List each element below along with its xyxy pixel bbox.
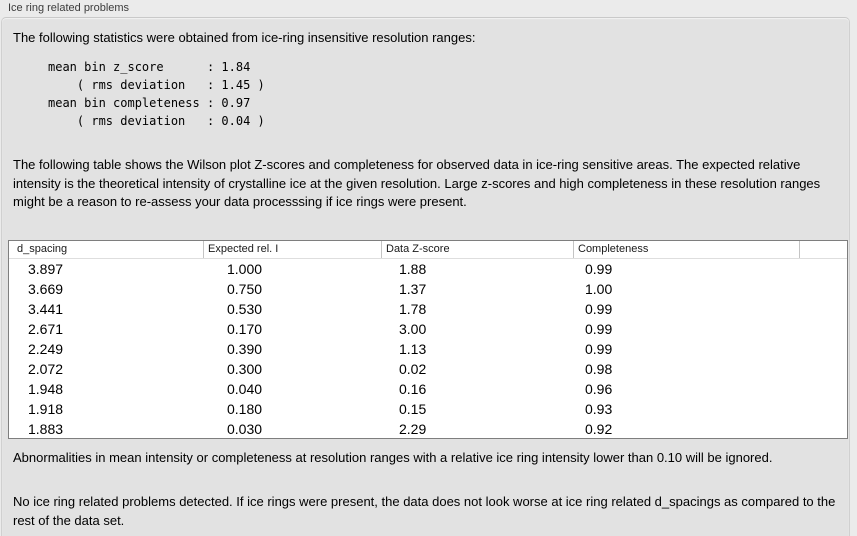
table-row[interactable]: 1.883 0.030 2.29 0.92 <box>9 419 847 438</box>
table-cell <box>799 299 847 319</box>
table-cell: 1.88 <box>399 261 427 277</box>
table-cell: 3.441 <box>28 301 64 317</box>
table-cell: 0.040 <box>227 381 263 397</box>
table-cell: 2.29 <box>399 421 427 437</box>
table-cell <box>799 419 847 438</box>
table-cell: 1.78 <box>399 301 427 317</box>
table-cell: 0.99 <box>585 301 613 317</box>
table-cell: 0.02 <box>399 361 427 377</box>
table-cell: 3.669 <box>28 281 64 297</box>
table-header-row: d_spacing Expected rel. I Data Z-score Comp… <box>9 241 847 259</box>
table-cell: 0.16 <box>399 381 427 397</box>
table-cell: 0.93 <box>585 401 613 417</box>
table-cell <box>799 399 847 419</box>
table-cell: 0.99 <box>585 321 613 337</box>
table-row[interactable]: 3.897 1.000 1.88 0.99 <box>9 259 847 279</box>
table-row[interactable]: 1.948 0.040 0.16 0.96 <box>9 379 847 399</box>
table-cell: 0.530 <box>227 301 263 317</box>
column-header-Expected rel. I[interactable]: Expected rel. I <box>203 241 381 258</box>
table-row[interactable]: 2.072 0.300 0.02 0.98 <box>9 359 847 379</box>
table-cell: 0.98 <box>585 361 613 377</box>
table-cell: 0.030 <box>227 421 263 437</box>
table-cell: 0.180 <box>227 401 263 417</box>
table-cell: 1.883 <box>28 421 64 437</box>
table-cell: 1.00 <box>585 281 613 297</box>
table-cell: 1.948 <box>28 381 64 397</box>
table-row[interactable]: 3.441 0.530 1.78 0.99 <box>9 299 847 319</box>
description-text: The following table shows the Wilson plo… <box>13 157 821 209</box>
panel-title: Ice ring related problems <box>8 2 130 14</box>
table-cell: 0.92 <box>585 421 613 437</box>
table-row[interactable]: 2.249 0.390 1.13 0.99 <box>9 339 847 359</box>
table-row[interactable]: 3.669 0.750 1.37 1.00 <box>9 279 847 299</box>
table-cell: 0.390 <box>227 341 263 357</box>
table-cell: 1.918 <box>28 401 64 417</box>
table-cell: 1.000 <box>227 261 263 277</box>
table-cell: 0.96 <box>585 381 613 397</box>
stats-block: mean bin z_score : 1.84 ( rms deviation … <box>48 60 265 128</box>
column-header-Data Z-score[interactable]: Data Z-score <box>381 241 573 258</box>
table-cell: 0.99 <box>585 341 613 357</box>
table-cell: 0.15 <box>399 401 427 417</box>
table-cell <box>799 379 847 399</box>
table-row[interactable]: 1.918 0.180 0.15 0.93 <box>9 399 847 419</box>
note-text: Abnormalities in mean intensity or compl… <box>13 450 773 465</box>
table-cell <box>799 339 847 359</box>
table-cell: 0.300 <box>227 361 263 377</box>
column-header-Completeness[interactable]: Completeness <box>573 241 799 258</box>
table-cell: 0.99 <box>585 261 613 277</box>
table-cell <box>799 259 847 279</box>
table-cell: 3.897 <box>28 261 64 277</box>
table-cell: 1.37 <box>399 281 427 297</box>
table-cell: 2.249 <box>28 341 64 357</box>
table-cell <box>799 279 847 299</box>
table-cell: 1.13 <box>399 341 427 357</box>
table-row[interactable]: 2.671 0.170 3.00 0.99 <box>9 319 847 339</box>
intro-text: The following statistics were obtained f… <box>13 30 476 45</box>
conclusion-text: No ice ring related problems detected. I… <box>13 494 836 528</box>
table-cell <box>799 319 847 339</box>
table-cell: 2.671 <box>28 321 64 337</box>
ice-ring-table[interactable]: d_spacing Expected rel. I Data Z-score Comp… <box>8 240 848 439</box>
table-cell: 0.750 <box>227 281 263 297</box>
table-cell: 0.170 <box>227 321 263 337</box>
table-cell: 3.00 <box>399 321 427 337</box>
column-header-spacer[interactable] <box>799 241 847 258</box>
column-header-d_spacing[interactable]: d_spacing <box>17 243 68 255</box>
table-cell <box>799 359 847 379</box>
table-body: 3.897 1.000 1.88 0.99 3.669 0.750 1.37 1.00 3.44… <box>9 259 847 438</box>
table-cell: 2.072 <box>28 361 64 377</box>
